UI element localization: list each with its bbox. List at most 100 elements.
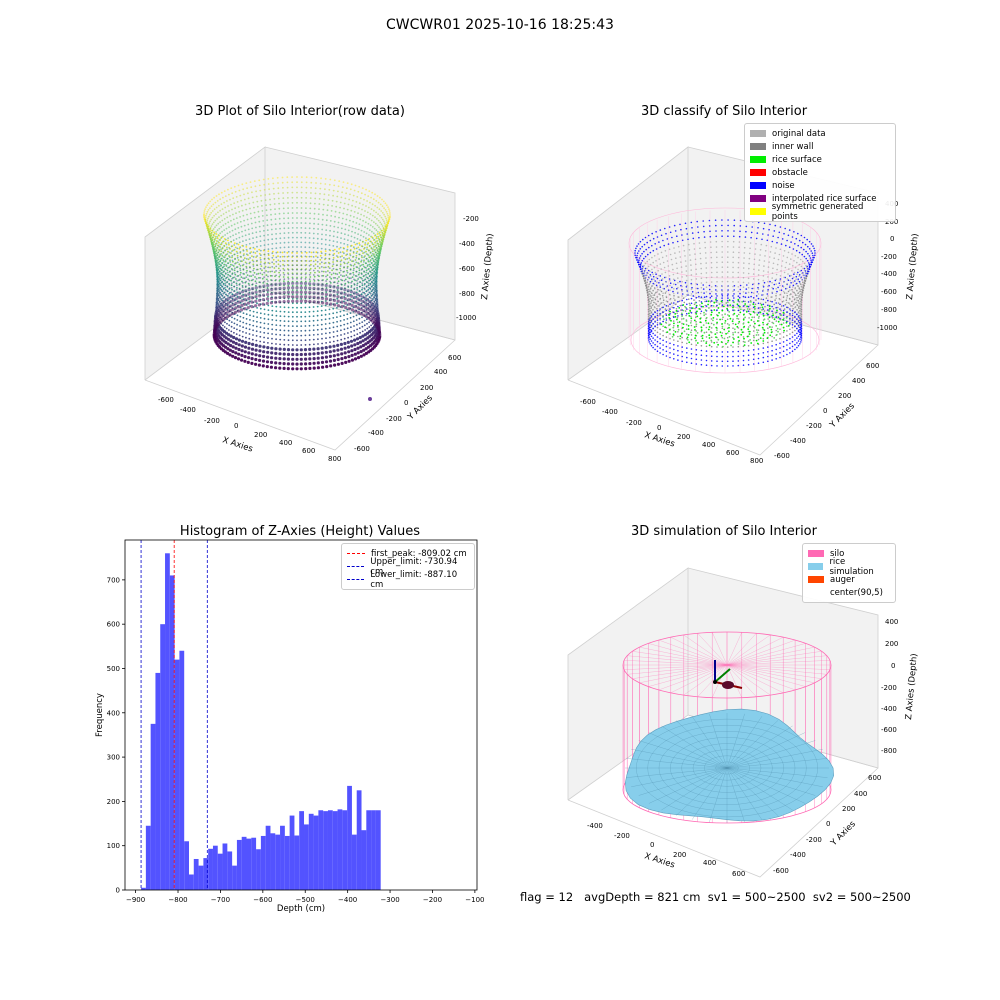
data-point xyxy=(287,222,290,225)
data-point xyxy=(210,231,213,234)
data-point xyxy=(370,273,373,276)
data-point xyxy=(282,286,286,290)
data-point xyxy=(328,298,333,302)
data-point xyxy=(369,213,372,215)
data-point xyxy=(286,251,289,254)
classified-point xyxy=(641,271,643,273)
data-point xyxy=(220,203,223,206)
data-point xyxy=(332,289,336,293)
data-point xyxy=(279,251,282,254)
data-point xyxy=(304,290,308,294)
classified-point xyxy=(753,268,755,271)
data-point xyxy=(332,258,335,261)
data-point xyxy=(269,360,274,364)
data-point xyxy=(216,266,219,268)
data-point xyxy=(250,347,255,351)
classified-point xyxy=(645,248,647,251)
data-point xyxy=(377,237,380,240)
data-point xyxy=(387,214,389,217)
data-point xyxy=(321,228,324,231)
data-point xyxy=(361,330,364,333)
data-point xyxy=(369,256,372,258)
data-point xyxy=(271,314,274,317)
data-point xyxy=(240,349,244,353)
data-point xyxy=(221,242,223,244)
classified-point xyxy=(715,293,717,295)
data-point xyxy=(233,248,236,251)
data-point xyxy=(324,327,327,330)
data-point xyxy=(228,288,231,291)
data-point xyxy=(220,250,223,253)
classified-point xyxy=(732,246,735,248)
data-point xyxy=(243,198,246,201)
classified-point xyxy=(665,295,668,298)
data-point xyxy=(328,331,331,334)
classified-point xyxy=(661,273,663,275)
classified-point xyxy=(762,333,765,335)
classified-point xyxy=(764,301,767,304)
classified-point xyxy=(733,224,735,227)
data-point xyxy=(355,261,358,264)
data-point xyxy=(300,236,303,239)
data-point xyxy=(254,348,258,352)
classified-point xyxy=(647,279,649,281)
classified-point xyxy=(644,262,647,265)
data-point xyxy=(267,342,269,344)
data-point xyxy=(312,237,315,240)
classified-point xyxy=(794,334,796,337)
classified-point xyxy=(658,274,660,277)
classified-point xyxy=(775,348,777,351)
data-point xyxy=(231,254,234,257)
data-point xyxy=(249,261,251,264)
data-point xyxy=(255,282,258,285)
classified-point xyxy=(660,251,663,254)
classified-point xyxy=(649,321,651,324)
classified-point xyxy=(726,299,729,302)
data-point xyxy=(236,247,239,250)
classified-point xyxy=(647,272,649,275)
classified-point xyxy=(737,350,740,353)
classified-point xyxy=(666,260,669,262)
classified-point xyxy=(743,304,746,307)
data-point xyxy=(219,274,221,277)
data-point xyxy=(212,234,215,237)
data-point xyxy=(245,182,248,185)
data-point xyxy=(229,343,233,348)
classified-point xyxy=(799,258,802,261)
data-point xyxy=(375,286,378,288)
data-point xyxy=(270,351,274,355)
data-point xyxy=(296,344,298,346)
classified-point xyxy=(691,232,694,234)
data-point xyxy=(337,284,339,287)
data-point xyxy=(300,325,303,327)
data-point xyxy=(373,279,376,282)
classified-point xyxy=(726,336,729,339)
classified-point xyxy=(643,257,645,260)
data-point xyxy=(296,330,298,332)
data-point xyxy=(325,342,327,344)
data-point xyxy=(370,280,373,283)
data-point xyxy=(335,205,338,208)
classified-point xyxy=(795,282,798,285)
classified-point xyxy=(639,240,642,243)
classified-point xyxy=(784,303,787,306)
data-point xyxy=(215,255,218,257)
data-point xyxy=(234,273,237,276)
data-point xyxy=(350,326,352,329)
data-point xyxy=(333,230,335,233)
data-point xyxy=(299,281,303,285)
data-point xyxy=(336,259,338,262)
data-point xyxy=(356,279,358,282)
data-point xyxy=(248,323,251,326)
data-point xyxy=(312,232,315,235)
data-point xyxy=(296,268,298,271)
classified-point xyxy=(647,292,649,295)
classified-point xyxy=(647,339,650,341)
data-point xyxy=(287,325,290,327)
data-point xyxy=(363,288,366,291)
data-point xyxy=(287,197,289,199)
data-point xyxy=(339,246,342,249)
data-point xyxy=(246,269,248,272)
data-point xyxy=(275,343,277,345)
data-point xyxy=(354,206,357,208)
